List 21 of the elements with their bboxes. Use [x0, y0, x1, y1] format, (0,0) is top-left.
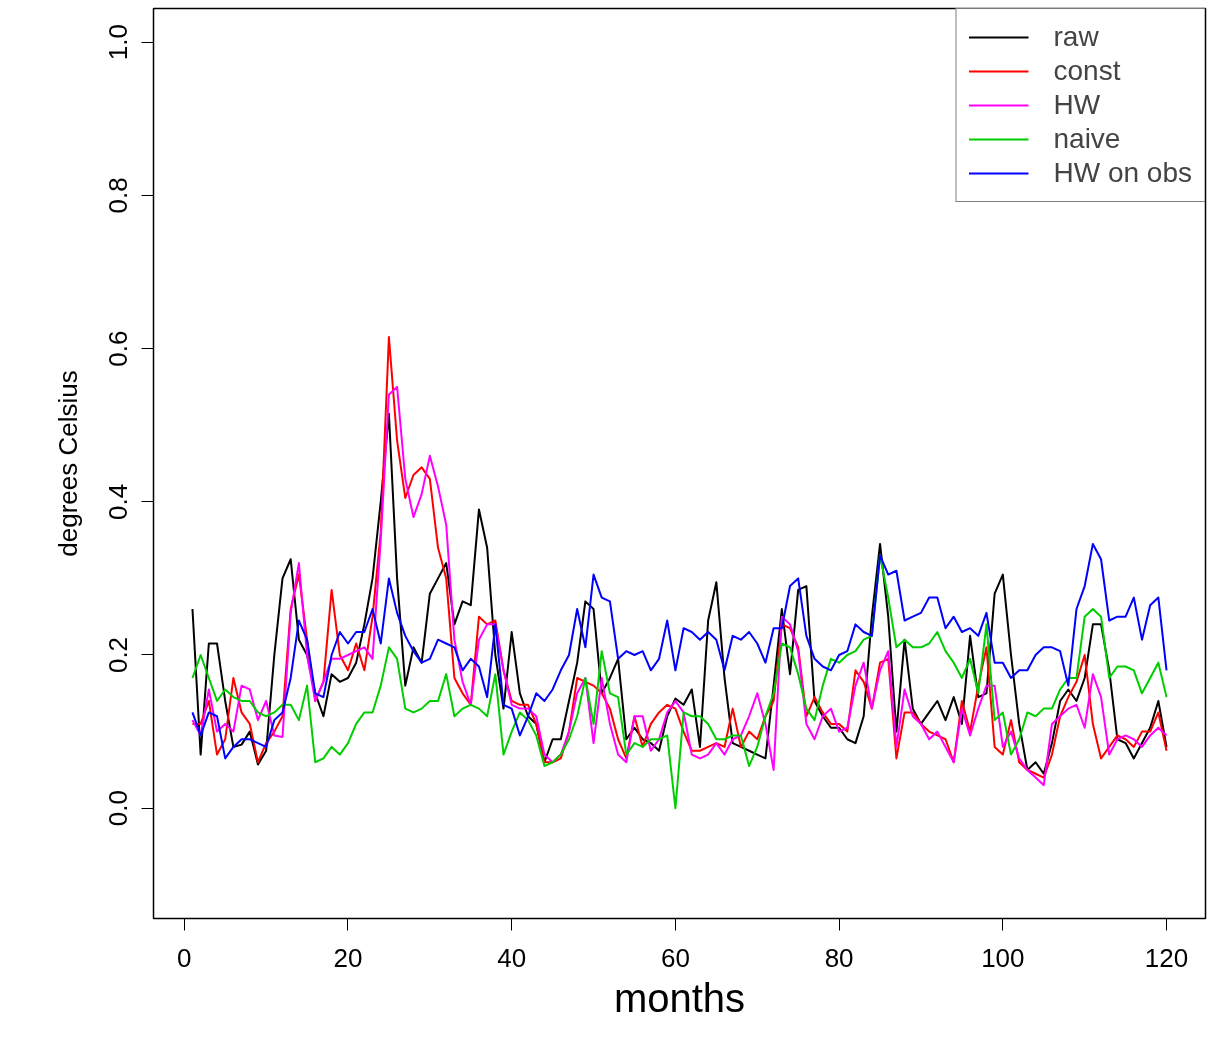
x-tick-label: 120 [1144, 942, 1189, 973]
x-tick-label: 0 [177, 942, 192, 973]
legend-label: HW on obs [1053, 157, 1192, 189]
y-tick-label: 0.4 [103, 483, 134, 520]
x-tick-label: 60 [660, 942, 690, 973]
y-tick-label: 1.0 [103, 24, 134, 61]
legend-label: raw [1053, 21, 1099, 53]
legend-label: const [1053, 55, 1121, 87]
y-tick-label: 0.0 [103, 790, 134, 827]
x-tick-label: 80 [824, 942, 854, 973]
y-tick-label: 0.6 [103, 330, 134, 367]
y-axis-title: degrees Celsius [52, 370, 83, 557]
x-tick-label: 20 [333, 942, 363, 973]
legend-label: naive [1053, 123, 1121, 155]
legend-label: HW [1053, 89, 1101, 121]
x-axis-title: months [613, 975, 746, 1020]
line-series [191, 542, 1168, 760]
x-tick-label: 40 [497, 942, 527, 973]
x-tick-label: 100 [981, 942, 1025, 973]
y-tick-label: 0.8 [103, 177, 134, 214]
y-tick-label: 0.2 [103, 636, 134, 674]
